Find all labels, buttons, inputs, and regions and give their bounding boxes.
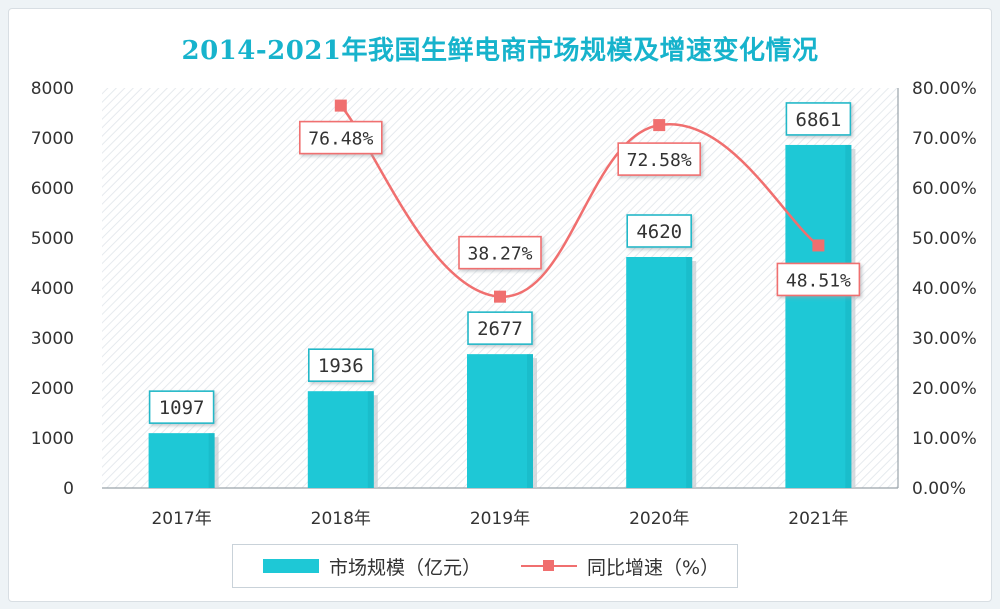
legend-line-swatch [521, 559, 578, 573]
y-tick-label: 4000 [31, 279, 74, 299]
y2-tick-label: 80.00% [912, 79, 977, 99]
bar [148, 433, 215, 488]
bar [785, 144, 852, 488]
line-marker [494, 290, 506, 303]
line-label-box [458, 235, 542, 270]
y-tick-label: 0 [63, 479, 74, 499]
x-tick-label: 2020年 [629, 509, 689, 529]
legend-line-label: 同比增速（%） [587, 556, 720, 579]
y2-tick-label: 70.00% [912, 129, 977, 149]
bar-edge [527, 354, 533, 488]
bar-edge [845, 144, 852, 488]
bar-data-label: 1097 [159, 397, 205, 419]
y-tick-label: 5000 [31, 229, 74, 249]
bar-data-label: 1936 [318, 355, 364, 377]
bar-data-label: 6861 [796, 109, 842, 131]
y-tick-label: 3000 [31, 329, 74, 349]
y2-tick-label: 30.00% [912, 329, 977, 349]
bar-edge [367, 391, 374, 488]
y2-tick-label: 20.00% [912, 379, 977, 399]
y2-tick-label: 0.00% [912, 479, 966, 499]
line-marker [334, 99, 347, 112]
legend-bar-label: 市场规模（亿元） [329, 556, 482, 579]
line-label-box [298, 120, 383, 155]
bar-label-box [307, 348, 374, 383]
y2-tick-label: 60.00% [912, 179, 977, 199]
line-marker [812, 239, 825, 252]
bar-label-box [785, 102, 852, 136]
bar [467, 354, 533, 488]
x-tick-label: 2021年 [788, 509, 848, 529]
line-data-label: 76.48% [308, 129, 373, 150]
y-tick-label: 8000 [31, 79, 74, 99]
bar-data-label: 2677 [477, 318, 523, 340]
x-tick-label: 2017年 [151, 509, 211, 529]
chart-title: 2014-2021年我国生鲜电商市场规模及增速变化情况 [181, 36, 819, 66]
line-data-label: 72.58% [627, 150, 692, 171]
line-label-box [617, 142, 702, 176]
y2-tick-label: 40.00% [912, 279, 977, 299]
bar-label-box [626, 214, 693, 248]
line-data-label: 38.27% [467, 244, 532, 265]
bar-edge [686, 257, 693, 488]
x-tick-label: 2019年 [470, 509, 530, 529]
bar-label-box [467, 311, 533, 345]
chart-legend: 市场规模（亿元） 同比增速（%） [232, 544, 738, 588]
bar [626, 257, 693, 488]
x-tick-label: 2018年 [311, 509, 371, 529]
bar [307, 391, 374, 488]
y2-tick-label: 10.00% [912, 429, 977, 449]
bar-edge [208, 433, 215, 488]
bar-label-box [148, 390, 215, 424]
line-label-box [776, 262, 861, 297]
y-tick-label: 7000 [31, 129, 74, 149]
line-data-label: 48.51% [786, 270, 851, 291]
y-tick-label: 1000 [31, 429, 74, 449]
y-tick-label: 6000 [31, 179, 74, 199]
growth-line [339, 104, 820, 298]
line-marker [653, 119, 666, 132]
y-tick-label: 2000 [31, 379, 74, 399]
bar-data-label: 4620 [636, 221, 682, 243]
legend-bar-swatch [263, 559, 319, 573]
y2-tick-label: 50.00% [912, 229, 977, 249]
